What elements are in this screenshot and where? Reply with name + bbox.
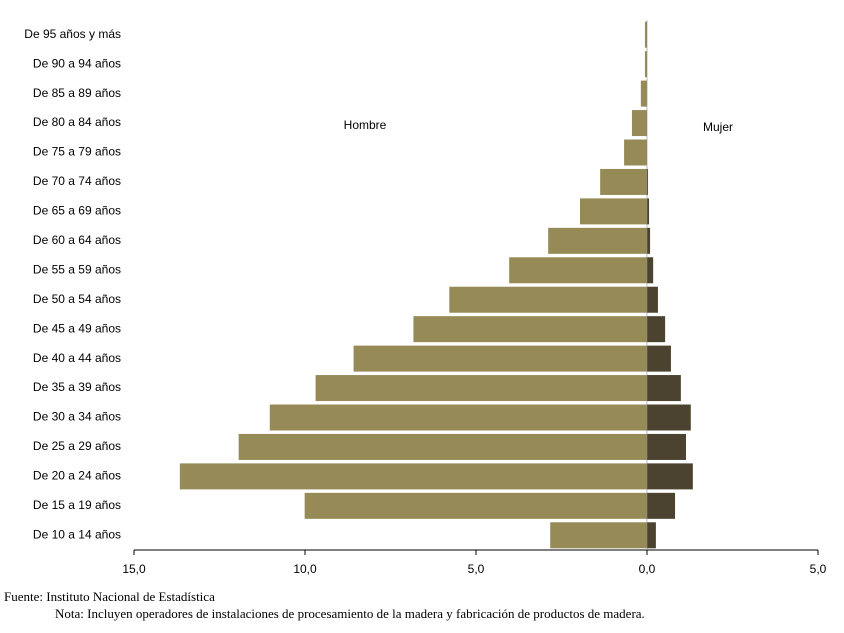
bar: [238, 433, 648, 460]
bar: [509, 257, 647, 284]
category-label: De 60 a 64 años: [33, 233, 121, 247]
bar: [600, 168, 647, 195]
category-label: De 15 a 19 años: [33, 498, 121, 512]
category-label: De 30 a 34 años: [33, 410, 121, 424]
bar: [647, 522, 656, 549]
bar: [647, 286, 658, 313]
x-tick-label: 5,0: [810, 562, 827, 576]
bar: [644, 51, 647, 78]
bar: [353, 345, 647, 372]
bar: [550, 522, 647, 549]
x-tick-label: 15,0: [122, 562, 146, 576]
bar: [647, 198, 650, 225]
bar: [647, 227, 651, 254]
category-label: De 35 a 39 años: [33, 380, 121, 394]
category-label: De 80 a 84 años: [33, 115, 121, 129]
bar: [647, 168, 649, 195]
bar: [647, 345, 671, 372]
category-label: De 50 a 54 años: [33, 292, 121, 306]
series-label: Hombre: [344, 118, 387, 132]
x-tick-label: 5,0: [468, 562, 485, 576]
category-label: De 70 a 74 años: [33, 174, 121, 188]
category-label: De 25 a 29 años: [33, 439, 121, 453]
bar: [579, 198, 647, 225]
bar: [449, 286, 647, 313]
bar: [647, 257, 654, 284]
category-label: De 75 a 79 años: [33, 145, 121, 159]
category-label: De 55 a 59 años: [33, 262, 121, 276]
category-label: De 90 a 94 años: [33, 56, 121, 70]
bar: [647, 375, 681, 402]
category-label: De 45 a 49 años: [33, 321, 121, 335]
bar: [640, 80, 647, 107]
category-label: De 65 a 69 años: [33, 204, 121, 218]
series-label: Mujer: [703, 120, 733, 134]
category-label: De 85 a 89 años: [33, 86, 121, 100]
bar: [179, 463, 647, 490]
bar: [647, 433, 686, 460]
bar: [413, 316, 647, 343]
note: Nota: Incluyen operadores de instalacion…: [55, 606, 645, 621]
bar: [304, 492, 647, 519]
source: Fuente: Instituto Nacional de Estadístic…: [4, 589, 215, 604]
x-tick-label: 10,0: [293, 562, 317, 576]
bar: [647, 492, 676, 519]
bar: [647, 404, 691, 431]
bar: [315, 375, 647, 402]
bar: [647, 463, 693, 490]
category-label: De 95 años y más: [24, 27, 121, 41]
category-label: De 40 a 44 años: [33, 351, 121, 365]
x-tick-label: 0,0: [639, 562, 656, 576]
category-label: De 20 a 24 años: [33, 469, 121, 483]
bar: [647, 316, 666, 343]
bar: [624, 139, 647, 166]
bar: [644, 21, 647, 48]
bar: [269, 404, 647, 431]
bar: [631, 110, 647, 137]
bar: [548, 227, 647, 254]
category-label: De 10 a 14 años: [33, 527, 121, 541]
